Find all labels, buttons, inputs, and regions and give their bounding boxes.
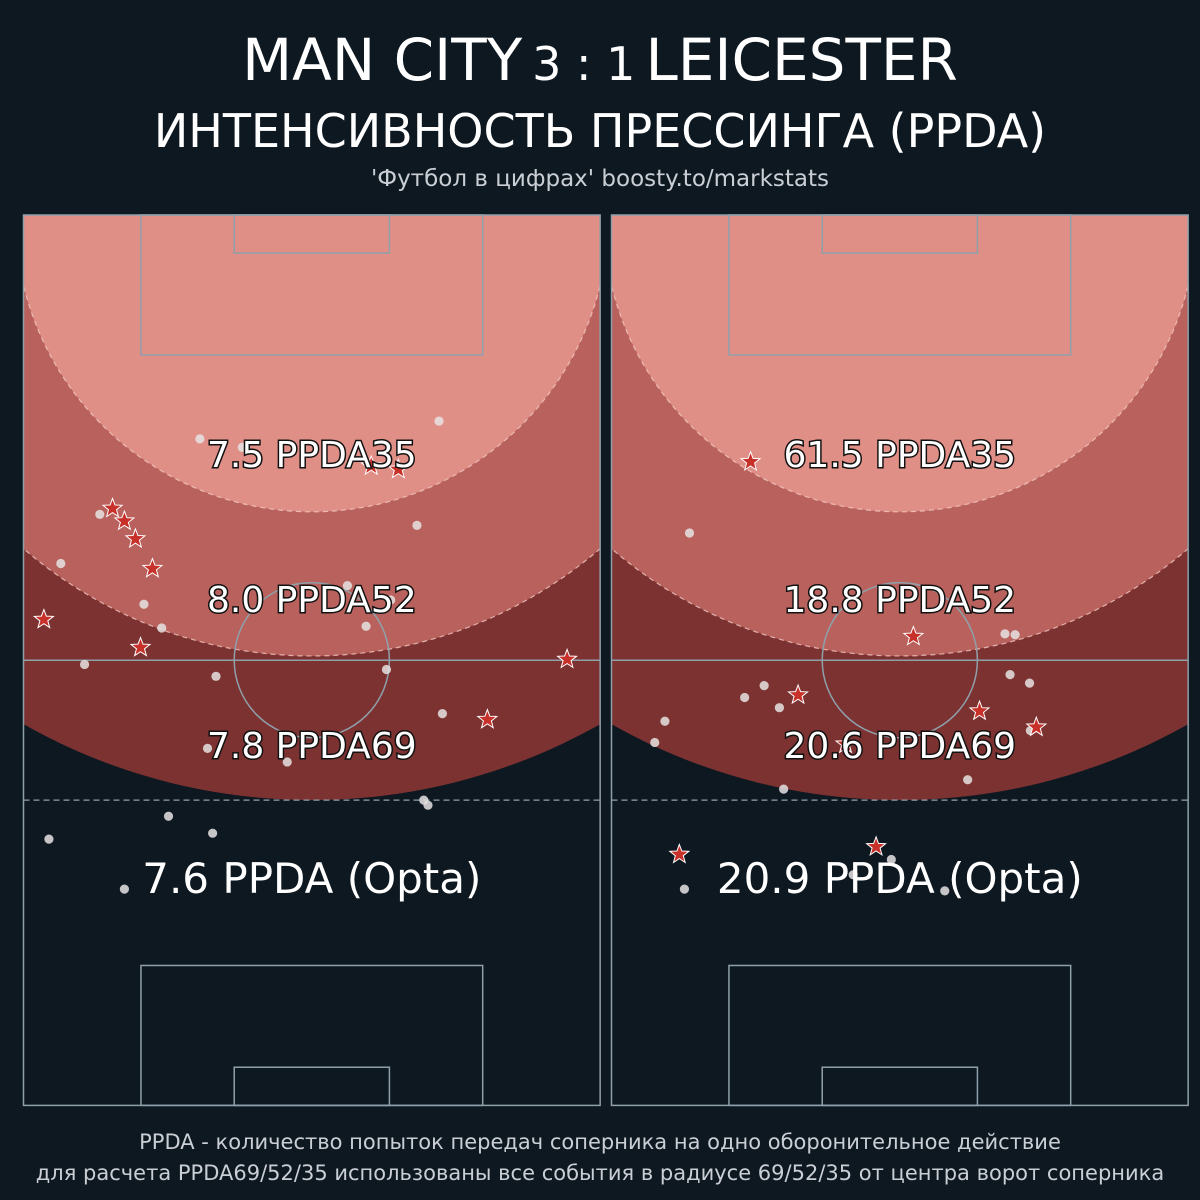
footnote-definition: PPDA - количество попыток передач соперн… [139, 1130, 1061, 1154]
defensive-action-star [141, 557, 164, 578]
match-score: 3 : 1 [532, 37, 636, 91]
defensive-action-star [124, 527, 147, 549]
zone-label-ppda35: 61.5 PPDA35 [784, 435, 1017, 476]
opta-ppda-label: 20.9 PPDA (Opta) [717, 854, 1083, 903]
home-team: MAN CITY [242, 26, 523, 94]
away-team: LEICESTER [645, 26, 958, 94]
pitch-man-city: 7.5 PPDA35 8.0 PPDA52 7.8 PPDA69 7.6 PPDA (… [22, 214, 601, 1107]
own-penalty-box [140, 964, 484, 1107]
zone-label-ppda35: 7.5 PPDA35 [207, 435, 417, 476]
defensive-action-star [834, 732, 857, 754]
opponent-pass-dot [381, 664, 392, 675]
opponent-pass-dot [423, 800, 433, 810]
defensive-action-star [360, 454, 383, 476]
opponent-pass-dot [679, 884, 690, 894]
opponent-pass-dot [56, 558, 66, 569]
defensive-action-star [387, 457, 410, 479]
defensive-action-star [787, 683, 809, 705]
opponent-pass-dot [139, 599, 149, 609]
opponent-pass-dot [386, 595, 396, 605]
opponent-pass-dot [650, 737, 660, 748]
opponent-pass-dot [208, 828, 218, 838]
opponent-pass-dot [437, 709, 448, 719]
defensive-action-star [902, 625, 925, 646]
match-title: MAN CITY 3 : 1 LEICESTER [0, 26, 1200, 94]
defensive-action-star [1025, 715, 1048, 737]
opponent-pass-dot [848, 870, 858, 880]
opponent-pass-dot [434, 416, 444, 426]
opponent-pass-dot [44, 834, 54, 844]
opponent-pass-dot [1005, 670, 1015, 680]
opponent-pass-dot [684, 528, 695, 538]
opponent-pass-dot [157, 623, 167, 633]
opponent-pass-dot [361, 621, 371, 631]
opponent-pass-dot [1000, 629, 1010, 639]
defensive-action-star [32, 608, 55, 629]
defensive-action-star [865, 835, 887, 857]
defensive-action-star [476, 708, 499, 729]
defensive-action-star [129, 636, 152, 657]
opponent-pass-dot [95, 509, 105, 519]
opponent-pass-dot [412, 520, 422, 530]
opponent-pass-dot [211, 671, 221, 681]
opta-ppda-label: 7.6 PPDA (Opta) [142, 854, 481, 903]
credit-line: 'Футбол в цифрах' boosty.to/markstats [370, 166, 830, 192]
zone-ppda35 [611, 215, 1189, 513]
opponent-pass-dot [779, 784, 789, 794]
centre-circle [821, 581, 979, 739]
opponent-pass-dot [940, 886, 950, 896]
zone-label-ppda69: 7.8 PPDA69 [207, 726, 417, 767]
opponent-pass-dot [237, 442, 247, 452]
chart-subtitle: ИНТЕНСИВНОСТЬ ПРЕССИНГА (PPDA) [153, 104, 1047, 158]
defensive-action-star [113, 509, 136, 531]
opponent-pass-dot [660, 716, 670, 726]
opponent-pass-dot [963, 775, 973, 785]
opponent-pass-dot [886, 854, 896, 865]
opponent-pass-dot [342, 580, 353, 591]
zone-label-ppda52: 18.8 PPDA52 [784, 580, 1017, 621]
opponent-pass-dot [1024, 678, 1035, 688]
defensive-action-star [668, 842, 691, 864]
own-goal-box [233, 1066, 391, 1107]
opponent-pass-dot [195, 434, 205, 444]
zone-ppda35 [23, 215, 601, 513]
opponent-pass-dot [163, 811, 174, 821]
pressing-zones [23, 215, 601, 800]
attacking-goal-box [233, 214, 391, 254]
own-goal-box [821, 1066, 979, 1107]
own-penalty-box [728, 964, 1072, 1107]
opponent-pass-dot [202, 743, 213, 753]
centre-circle [233, 581, 391, 739]
zone-label-ppda52: 8.0 PPDA52 [207, 580, 417, 621]
opponent-pass-dot [1010, 630, 1020, 640]
zone-label-ppda69: 20.6 PPDA69 [784, 726, 1017, 767]
footnote-method: для расчета PPDA69/52/35 использованы вс… [35, 1161, 1165, 1185]
opponent-pass-dot [119, 884, 130, 894]
opponent-pass-dot [79, 659, 90, 670]
opponent-pass-dot [282, 757, 292, 767]
opponent-pass-dot [774, 703, 785, 713]
pitch-leicester: 61.5 PPDA35 18.8 PPDA52 20.6 PPDA69 20.9 PP… [610, 214, 1189, 1107]
attacking-goal-box [821, 214, 979, 254]
defensive-action-star [101, 496, 124, 518]
defensive-action-star [739, 450, 762, 472]
opponent-pass-dot [759, 681, 769, 691]
opponent-pass-dot [740, 692, 750, 703]
defensive-action-star [556, 647, 578, 669]
defensive-action-star [968, 699, 991, 721]
pressing-zones [611, 215, 1189, 800]
